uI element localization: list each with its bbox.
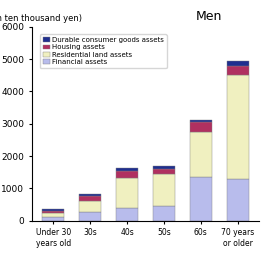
Bar bbox=[116, 168, 138, 171]
Text: (in ten thousand yen): (in ten thousand yen) bbox=[0, 14, 82, 23]
Bar bbox=[190, 132, 212, 177]
Bar bbox=[153, 206, 175, 221]
Bar bbox=[79, 196, 101, 201]
Bar bbox=[116, 171, 138, 178]
Bar bbox=[190, 177, 212, 221]
Bar bbox=[79, 194, 101, 196]
Bar bbox=[153, 169, 175, 174]
Bar bbox=[116, 208, 138, 221]
Legend: Durable consumer goods assets, Housing assets, Residential land assets, Financia: Durable consumer goods assets, Housing a… bbox=[40, 34, 167, 68]
Bar bbox=[227, 66, 249, 75]
Bar bbox=[116, 178, 138, 208]
Bar bbox=[227, 75, 249, 179]
Bar bbox=[79, 201, 101, 211]
Bar bbox=[79, 211, 101, 221]
Bar bbox=[153, 174, 175, 206]
Bar bbox=[227, 61, 249, 66]
Bar bbox=[42, 209, 64, 211]
Bar bbox=[42, 211, 64, 213]
Bar bbox=[42, 217, 64, 221]
Text: Men: Men bbox=[195, 10, 222, 23]
Bar bbox=[190, 119, 212, 122]
Bar bbox=[190, 122, 212, 132]
Bar bbox=[227, 179, 249, 221]
Bar bbox=[42, 213, 64, 217]
Bar bbox=[153, 166, 175, 169]
